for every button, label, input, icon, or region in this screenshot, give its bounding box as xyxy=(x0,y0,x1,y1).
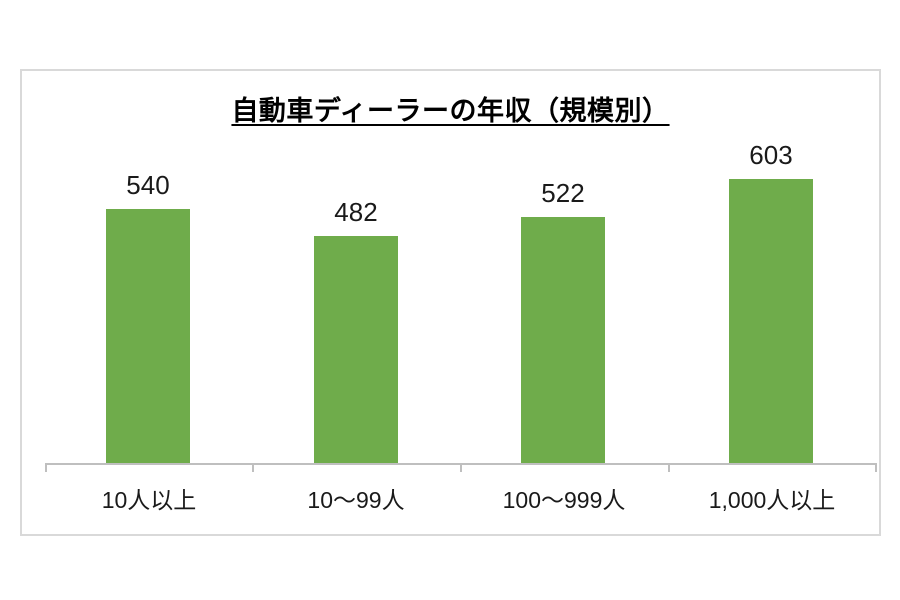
axis-tick xyxy=(668,463,670,472)
axis-tick xyxy=(460,463,462,472)
bar-group-1000plus: 603 xyxy=(729,140,813,463)
bar-group-10-99: 482 xyxy=(314,197,398,463)
bar xyxy=(314,236,398,463)
bar-value-label: 522 xyxy=(541,178,585,208)
axis-tick xyxy=(252,463,254,472)
bar-value-label: 603 xyxy=(749,140,793,170)
bar xyxy=(106,209,190,463)
chart-frame: 自動車ディーラーの年収（規模別） 540 482 522 603 10人以上 1… xyxy=(20,69,881,536)
axis-tick xyxy=(45,463,47,472)
bar-value-label: 482 xyxy=(334,197,378,227)
category-label: 10人以上 xyxy=(101,487,197,513)
category-label: 100～999人 xyxy=(502,487,626,513)
category-label: 10～99人 xyxy=(307,487,405,513)
chart-title: 自動車ディーラーの年収（規模別） xyxy=(231,96,670,126)
category-label: 1,000人以上 xyxy=(708,487,836,513)
bar-group-10plus: 540 xyxy=(106,170,190,463)
bar-group-100-999: 522 xyxy=(521,178,605,463)
bar xyxy=(521,217,605,463)
bar-value-label: 540 xyxy=(126,170,170,200)
bar xyxy=(729,179,813,463)
axis-tick xyxy=(875,463,877,472)
